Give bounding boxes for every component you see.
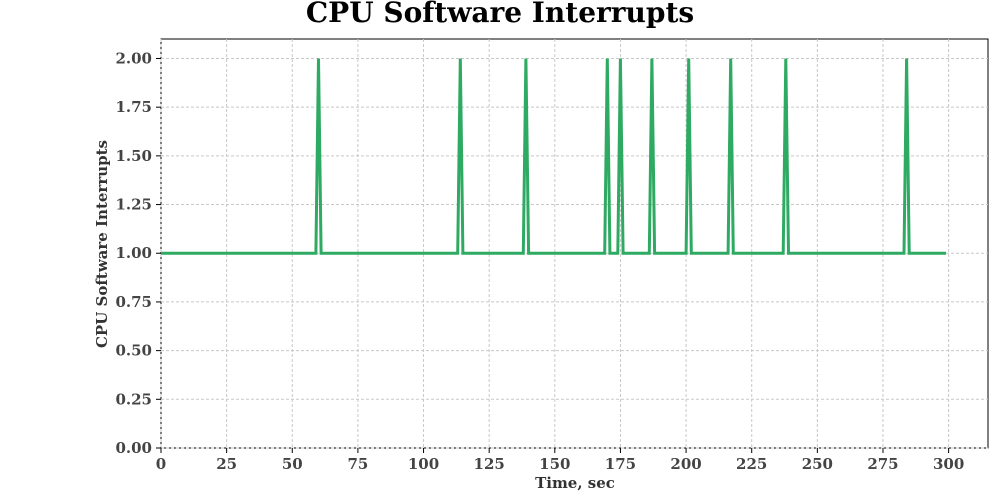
x-tick-label: 100 [408, 455, 439, 473]
x-tick-label: 175 [605, 455, 636, 473]
series-line [161, 58, 946, 255]
x-tick-label: 50 [282, 455, 303, 473]
y-tick-label: 1.75 [115, 98, 152, 116]
y-tick-label: 2.00 [115, 49, 152, 67]
x-tick-label: 125 [474, 455, 505, 473]
y-tick-label: 0.50 [115, 342, 152, 360]
y-tick-label: 1.00 [115, 244, 152, 262]
y-tick-label: 0.00 [115, 439, 152, 457]
chart-title: CPU Software Interrupts [305, 0, 695, 29]
x-tick-label: 150 [539, 455, 570, 473]
series-layer [161, 58, 946, 255]
x-axis-title: Time, sec [535, 474, 615, 492]
x-tick-label: 200 [670, 455, 701, 473]
x-tick-label: 250 [802, 455, 833, 473]
plot-area [160, 38, 989, 449]
y-tick-label: 0.25 [115, 390, 152, 408]
y-axis-title: CPU Software Interrupts [93, 140, 111, 348]
y-tick-label: 1.25 [115, 196, 152, 214]
x-tick-label: 225 [736, 455, 767, 473]
x-tick-label: 275 [867, 455, 898, 473]
y-tick-label: 1.50 [115, 147, 152, 165]
y-tick-label: 0.75 [115, 293, 152, 311]
x-tick-label: 25 [216, 455, 237, 473]
x-tick-label: 75 [347, 455, 368, 473]
x-tick-label: 0 [156, 455, 166, 473]
x-tick-label: 300 [933, 455, 964, 473]
tick-layer: 0 25 50 75 100 125 150 175 200 225 250 275 300 0.00 0.… [115, 49, 964, 473]
